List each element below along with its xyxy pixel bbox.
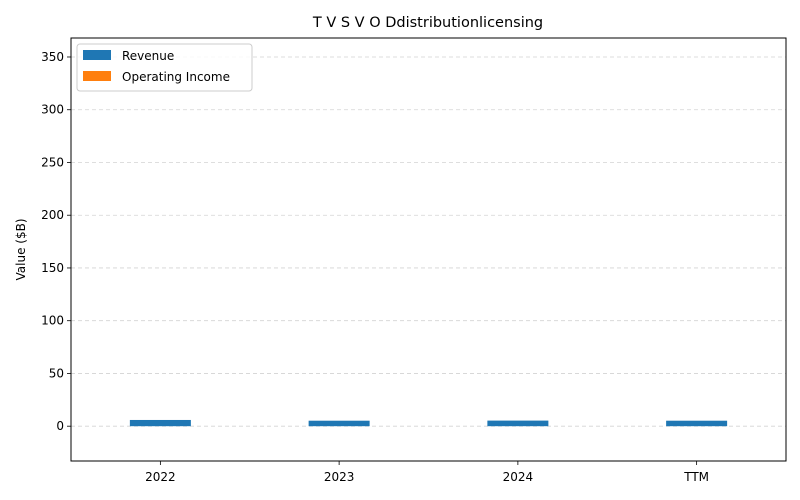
- y-axis-label: Value ($B): [14, 219, 28, 281]
- bar-revenue: [129, 419, 191, 427]
- y-tick-label: 250: [41, 155, 64, 169]
- y-tick-label: 350: [41, 50, 64, 64]
- bar-revenue: [666, 420, 728, 427]
- y-tick-label: 300: [41, 103, 64, 117]
- gridlines: [71, 56, 786, 427]
- chart-title: T V S V O Ddistributionlicensing: [312, 15, 543, 31]
- y-tick-label: 100: [41, 314, 64, 328]
- bar-revenue: [308, 420, 370, 427]
- y-tick-label: 0: [56, 419, 64, 433]
- x-tick-label: 2024: [503, 470, 534, 484]
- x-axis-ticks: 2022 2023 2024 TTM: [145, 461, 709, 484]
- legend-box: [76, 43, 253, 92]
- legend-label: Revenue: [122, 49, 174, 63]
- y-tick-label: 50: [49, 366, 64, 380]
- y-axis-ticks: 0 50 100 150 200 250 300 350: [41, 50, 71, 433]
- legend-label: Operating Income: [122, 70, 230, 84]
- plot-frame: [70, 37, 787, 462]
- x-tick-label: 2022: [145, 470, 176, 484]
- x-tick-label: 2023: [324, 470, 355, 484]
- bar-revenue: [487, 420, 549, 427]
- legend-swatch: [83, 71, 111, 81]
- y-tick-label: 200: [41, 208, 64, 222]
- bars: [129, 419, 728, 427]
- x-tick-label: TTM: [683, 470, 709, 484]
- legend: Revenue Operating Income: [76, 43, 253, 92]
- legend-swatch: [83, 50, 111, 60]
- y-tick-label: 150: [41, 261, 64, 275]
